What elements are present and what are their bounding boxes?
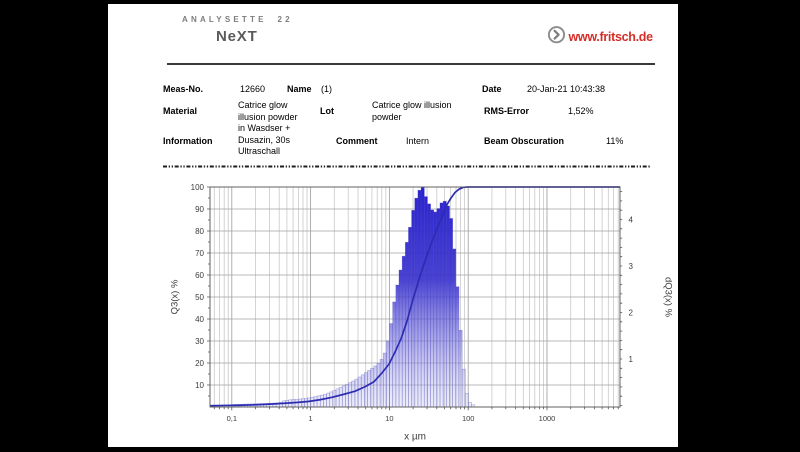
- svg-text:30: 30: [195, 337, 204, 346]
- svg-text:100: 100: [191, 183, 205, 192]
- svg-text:Q3(x) %: Q3(x) %: [170, 279, 181, 314]
- svg-text:1: 1: [629, 355, 634, 364]
- svg-text:10: 10: [195, 381, 204, 390]
- svg-text:100: 100: [462, 414, 475, 423]
- svg-text:70: 70: [195, 249, 204, 258]
- svg-text:60: 60: [195, 271, 204, 280]
- svg-text:20: 20: [195, 359, 204, 368]
- svg-text:4: 4: [629, 215, 634, 224]
- svg-text:1000: 1000: [539, 414, 556, 423]
- svg-text:50: 50: [195, 293, 204, 302]
- svg-text:90: 90: [195, 205, 204, 214]
- svg-text:dQ3(x) %: dQ3(x) %: [663, 277, 674, 318]
- svg-text:1: 1: [309, 414, 313, 423]
- svg-text:2: 2: [629, 308, 634, 317]
- svg-text:0,1: 0,1: [227, 414, 237, 423]
- svg-text:3: 3: [629, 262, 634, 271]
- svg-text:x µm: x µm: [404, 432, 426, 443]
- svg-text:40: 40: [195, 315, 204, 324]
- svg-text:80: 80: [195, 227, 204, 236]
- svg-text:10: 10: [385, 414, 393, 423]
